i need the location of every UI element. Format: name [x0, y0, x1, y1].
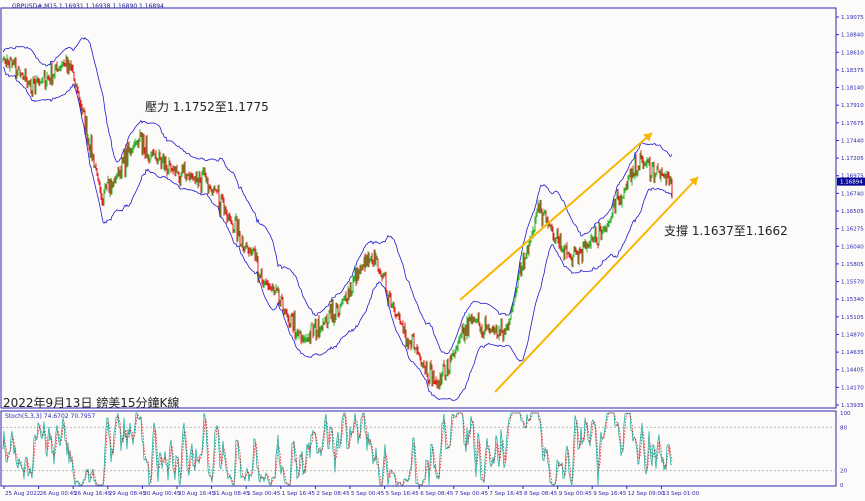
price-tick-label: 1.13935 [841, 403, 864, 409]
support-annotation: 支撐 1.1637至1.1662 [664, 224, 788, 238]
stoch-frame [0, 410, 837, 487]
price-tick-label: 1.17675 [841, 121, 864, 127]
price-tick-label: 1.14405 [841, 368, 864, 374]
time-tick-label: 26 Aug 00:45 [40, 491, 78, 497]
time-tick-label: 26 Aug 16:45 [74, 491, 112, 497]
stoch-tick-label: 100 [840, 411, 851, 417]
price-tick-label: 1.14635 [841, 350, 864, 356]
price-tick-label: 1.19075 [841, 15, 864, 21]
time-tick-label: 5 Sep 00:45 [351, 491, 385, 497]
price-tick-label: 1.16505 [841, 209, 864, 215]
stoch-tick-label: 0 [840, 483, 844, 489]
price-tick-label: 1.16975 [841, 174, 864, 180]
time-tick-label: 2 Sep 08:45 [316, 491, 350, 497]
price-tick-label: 1.18610 [841, 50, 864, 56]
arrow-head-icon [689, 177, 698, 186]
stoch-tick-label: 80 [840, 425, 847, 431]
price-tick-label: 1.17440 [841, 138, 864, 144]
price-tick-label: 1.17910 [841, 103, 864, 109]
price-tick-label: 1.16740 [841, 191, 864, 197]
bollinger-lower [2, 66, 673, 401]
arrow-head-icon [643, 133, 652, 142]
price-tick-label: 1.15570 [841, 280, 864, 286]
stoch-tick-label: 20 [840, 469, 847, 475]
main-frame [0, 7, 837, 409]
resistance-annotation: 壓力 1.1752至1.1775 [145, 100, 269, 114]
time-tick-label: 29 Aug 08:45 [109, 491, 147, 497]
time-tick-label: 1 Sep 00:45 [247, 491, 281, 497]
chart-caption: 2022年9月13日 鎊美15分鐘K線 [3, 396, 180, 410]
bollinger-upper [2, 37, 673, 355]
time-tick-label: 5 Sep 16:45 [386, 491, 420, 497]
price-tick-label: 1.18140 [841, 86, 864, 92]
channel-upper-arrow [459, 132, 653, 301]
time-tick-label: 9 Sep 16:45 [593, 491, 627, 497]
current-price-marker [837, 177, 865, 186]
price-tick-label: 1.14170 [841, 385, 864, 391]
time-tick-label: 25 Aug 2022 [5, 491, 40, 497]
time-tick-label: 30 Aug 16:45 [178, 491, 216, 497]
time-tick-label: 12 Sep 09:00 [628, 491, 665, 497]
chart-title: GBPUSD#,M15 1.16931 1.16938 1.16890 1.16… [12, 3, 164, 10]
time-tick-label: 1 Sep 16:45 [282, 491, 316, 497]
stoch-label: Stoch(5,3,3) 74.6702 70.7957 [5, 413, 96, 420]
time-tick-label: 30 Aug 00:45 [143, 491, 181, 497]
time-tick-label: 31 Aug 08:45 [213, 491, 251, 497]
stoch-signal-line [2, 412, 673, 487]
price-tick-label: 1.16275 [841, 227, 864, 233]
time-tick-label: 9 Sep 00:45 [559, 491, 593, 497]
price-tick-label: 1.16040 [841, 244, 864, 250]
price-tick-label: 1.17205 [841, 156, 864, 162]
time-tick-label: 13 Sep 01:00 [662, 491, 699, 497]
stoch-main-line [2, 412, 672, 486]
price-tick-label: 1.14870 [841, 332, 864, 338]
time-tick-label: 7 Sep 16:45 [489, 491, 523, 497]
price-tick-label: 1.18375 [841, 68, 864, 74]
price-tick-label: 1.15105 [841, 315, 864, 321]
time-tick-label: 6 Sep 08:45 [420, 491, 454, 497]
current-price-label: 1.16894 [840, 180, 863, 186]
price-tick-label: 1.15340 [841, 297, 864, 303]
time-tick-label: 8 Sep 08:45 [524, 491, 558, 497]
price-tick-label: 1.18840 [841, 33, 864, 39]
time-tick-label: 7 Sep 00:45 [455, 491, 489, 497]
price-tick-label: 1.15805 [841, 262, 864, 268]
channel-lower-arrow [494, 176, 699, 393]
